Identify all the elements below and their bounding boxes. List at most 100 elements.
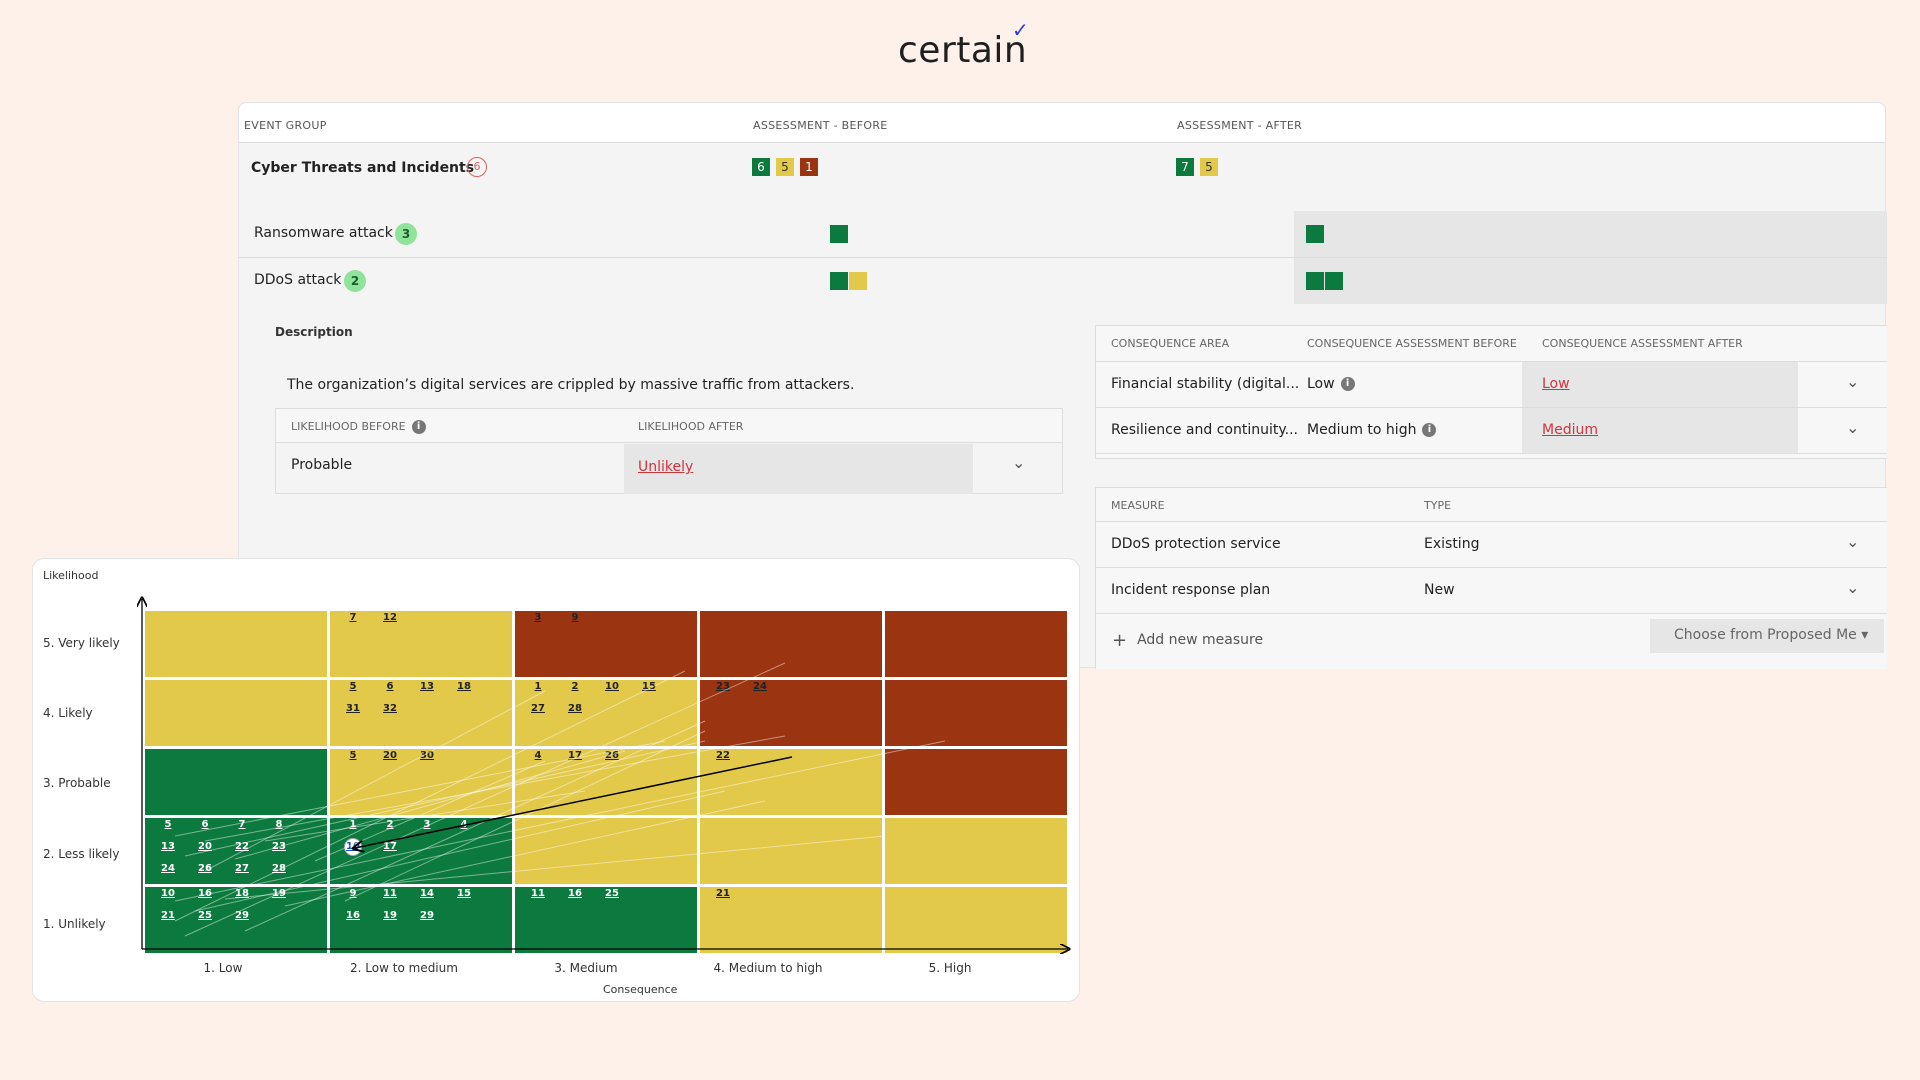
chevron-down-icon[interactable]: ⌄ <box>1846 578 1860 597</box>
risk-number[interactable]: 21 <box>161 910 175 921</box>
risk-number[interactable]: 20 <box>383 750 397 761</box>
matrix-cell[interactable] <box>700 611 882 677</box>
risk-number[interactable]: 1 <box>349 819 357 830</box>
risk-number[interactable]: 24 <box>161 863 175 874</box>
event-row-ddos[interactable]: DDoS attack 2 <box>239 258 1887 304</box>
risk-number[interactable]: 2 <box>571 681 579 692</box>
risk-number[interactable]: 6 <box>201 819 209 830</box>
info-icon[interactable]: i <box>1340 377 1355 391</box>
chevron-down-icon[interactable]: ⌄ <box>1012 453 1026 472</box>
choose-proposed-dropdown[interactable]: Choose from Proposed Me ▾ <box>1650 619 1884 653</box>
measure-row[interactable]: Incident response plan New ⌄ <box>1096 568 1887 614</box>
risk-number[interactable]: 29 <box>420 910 434 921</box>
info-icon[interactable]: i <box>411 420 426 434</box>
matrix-cell[interactable] <box>330 680 512 746</box>
risk-number[interactable]: 19 <box>272 888 286 899</box>
matrix-cell[interactable] <box>885 611 1067 677</box>
matrix-cell[interactable] <box>515 887 697 953</box>
risk-number[interactable]: 6 <box>386 681 394 692</box>
risk-number[interactable]: 20 <box>198 841 212 852</box>
matrix-cell[interactable] <box>515 818 697 884</box>
matrix-cell[interactable] <box>145 611 327 677</box>
risk-number[interactable]: 22 <box>716 750 730 761</box>
risk-number[interactable]: 27 <box>531 703 545 714</box>
risk-number[interactable]: 3 <box>423 819 431 830</box>
matrix-cell[interactable] <box>885 749 1067 815</box>
matrix-cell[interactable] <box>145 680 327 746</box>
risk-number[interactable]: 23 <box>272 841 286 852</box>
matrix-cell[interactable] <box>700 818 882 884</box>
risk-number[interactable]: 9 <box>571 612 579 623</box>
risk-number[interactable]: 22 <box>235 841 249 852</box>
consequence-after-select[interactable] <box>1522 408 1798 453</box>
matrix-cell[interactable] <box>700 887 882 953</box>
group-title[interactable]: Cyber Threats and Incidents <box>251 160 475 176</box>
risk-number[interactable]: 29 <box>235 910 249 921</box>
risk-number[interactable]: 13 <box>161 841 175 852</box>
matrix-cell[interactable] <box>330 887 512 953</box>
consequence-after-value[interactable]: Low <box>1542 376 1570 392</box>
risk-number[interactable]: 5 <box>349 681 357 692</box>
risk-number[interactable]: 3 <box>534 612 542 623</box>
risk-number[interactable]: 15 <box>457 888 471 899</box>
risk-number[interactable]: 10 <box>346 841 360 852</box>
risk-number[interactable]: 7 <box>349 612 357 623</box>
matrix-cell[interactable] <box>885 887 1067 953</box>
risk-number[interactable]: 9 <box>349 888 357 899</box>
matrix-cell[interactable] <box>515 611 697 677</box>
risk-number[interactable]: 10 <box>605 681 619 692</box>
risk-number[interactable]: 11 <box>383 888 397 899</box>
risk-number[interactable]: 4 <box>534 750 542 761</box>
risk-number[interactable]: 10 <box>161 888 175 899</box>
likelihood-after-select[interactable]: Unlikely <box>624 444 973 494</box>
risk-number[interactable]: 21 <box>716 888 730 899</box>
matrix-cell[interactable] <box>700 680 882 746</box>
chevron-down-icon[interactable]: ⌄ <box>1846 418 1860 437</box>
risk-number[interactable]: 12 <box>383 612 397 623</box>
risk-number[interactable]: 16 <box>346 910 360 921</box>
matrix-cell[interactable] <box>145 818 327 884</box>
risk-number[interactable]: 26 <box>605 750 619 761</box>
risk-number[interactable]: 5 <box>349 750 357 761</box>
risk-number[interactable]: 27 <box>235 863 249 874</box>
chevron-down-icon[interactable]: ⌄ <box>1846 532 1860 551</box>
measure-row[interactable]: DDoS protection service Existing ⌄ <box>1096 522 1887 568</box>
risk-number[interactable]: 16 <box>568 888 582 899</box>
matrix-cell[interactable] <box>330 611 512 677</box>
add-measure-button[interactable]: + Add new measure <box>1112 630 1263 651</box>
matrix-cell[interactable] <box>145 887 327 953</box>
risk-number[interactable]: 1 <box>534 681 542 692</box>
risk-number[interactable]: 7 <box>238 819 246 830</box>
risk-number[interactable]: 30 <box>420 750 434 761</box>
risk-number[interactable]: 25 <box>198 910 212 921</box>
consequence-after-select[interactable] <box>1522 362 1798 407</box>
risk-number[interactable]: 26 <box>198 863 212 874</box>
matrix-cell[interactable] <box>515 680 697 746</box>
event-row-ransomware[interactable]: Ransomware attack 3 <box>239 211 1887 257</box>
risk-number[interactable]: 18 <box>457 681 471 692</box>
risk-number[interactable]: 16 <box>198 888 212 899</box>
likelihood-after-value[interactable]: Unlikely <box>638 459 694 475</box>
risk-number[interactable]: 5 <box>164 819 172 830</box>
info-icon[interactable]: i <box>1422 423 1437 437</box>
risk-number[interactable]: 2 <box>386 819 394 830</box>
risk-number[interactable]: 31 <box>346 703 360 714</box>
risk-number[interactable]: 8 <box>275 819 283 830</box>
risk-number[interactable]: 4 <box>460 819 468 830</box>
matrix-cell[interactable] <box>145 749 327 815</box>
risk-number[interactable]: 17 <box>383 841 397 852</box>
risk-number[interactable]: 32 <box>383 703 397 714</box>
risk-number[interactable]: 28 <box>272 863 286 874</box>
risk-number[interactable]: 17 <box>568 750 582 761</box>
risk-number[interactable]: 25 <box>605 888 619 899</box>
matrix-cell[interactable] <box>885 818 1067 884</box>
matrix-cell[interactable] <box>885 680 1067 746</box>
risk-number[interactable]: 23 <box>716 681 730 692</box>
risk-number[interactable]: 11 <box>531 888 545 899</box>
risk-number[interactable]: 18 <box>235 888 249 899</box>
risk-number[interactable]: 15 <box>642 681 656 692</box>
risk-number[interactable]: 13 <box>420 681 434 692</box>
risk-number[interactable]: 24 <box>753 681 767 692</box>
consequence-after-value[interactable]: Medium <box>1542 422 1598 438</box>
risk-number[interactable]: 28 <box>568 703 582 714</box>
